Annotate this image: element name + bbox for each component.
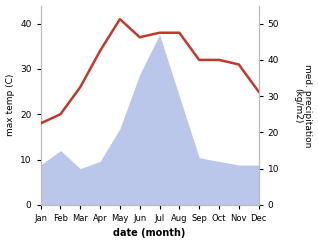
Y-axis label: max temp (C): max temp (C)	[5, 74, 15, 136]
X-axis label: date (month): date (month)	[114, 228, 186, 238]
Y-axis label: med. precipitation
(kg/m2): med. precipitation (kg/m2)	[293, 63, 313, 147]
